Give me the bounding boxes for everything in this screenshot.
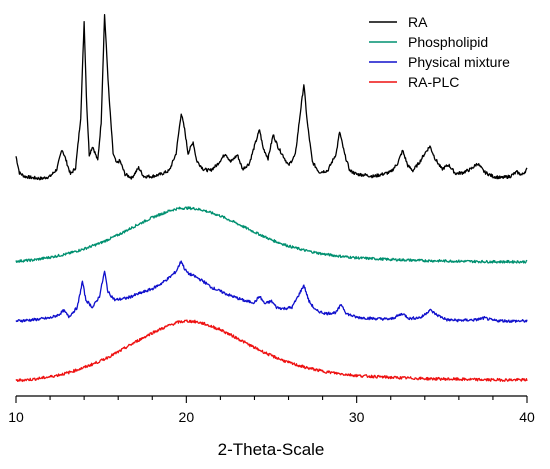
x-tick-label: 30: [349, 409, 365, 425]
series-line-ra: [15, 13, 528, 181]
legend-label-ra: RA: [408, 14, 428, 30]
x-axis-label: 2-Theta-Scale: [218, 440, 325, 459]
x-tick-label: 40: [519, 409, 535, 425]
legend-label-phospholipid: Phospholipid: [408, 34, 488, 50]
series-line-physical-mixture: [15, 260, 528, 323]
series-line-phospholipid: [15, 206, 528, 264]
x-axis-ticks: 10 20 30 40: [8, 396, 535, 425]
legend-label-physical-mixture: Physical mixture: [408, 54, 510, 70]
series-line-ra-plc: [15, 319, 528, 383]
legend: RA Phospholipid Physical mixture RA-PLC: [369, 14, 510, 90]
legend-label-ra-plc: RA-PLC: [408, 74, 459, 90]
x-tick-label: 10: [8, 409, 24, 425]
x-tick-label: 20: [179, 409, 195, 425]
series-layer: [15, 13, 528, 383]
